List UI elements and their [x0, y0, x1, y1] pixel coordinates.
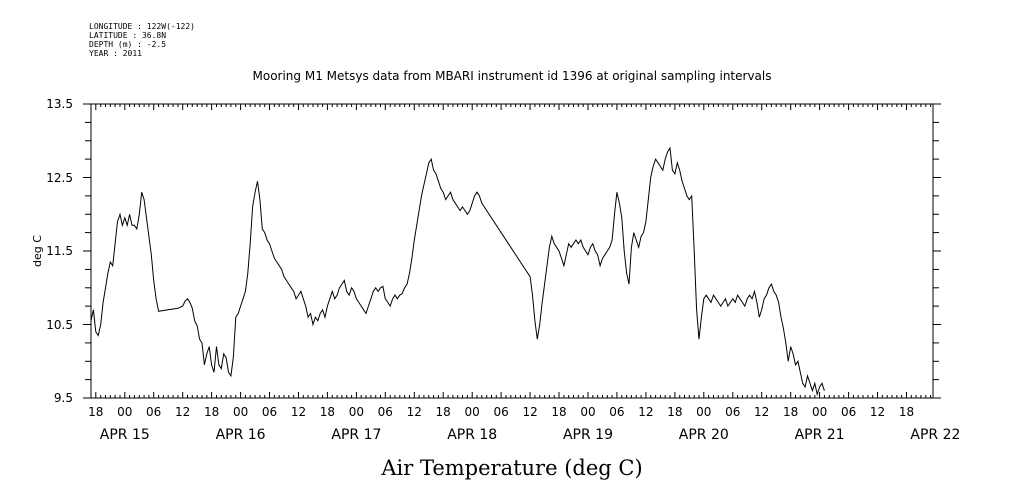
x-tick-label: 18	[667, 405, 682, 419]
x-tick-label: 12	[754, 405, 769, 419]
x-tick-label: 18	[436, 405, 451, 419]
day-label: APR 18	[447, 427, 497, 443]
x-tick-label: 18	[551, 405, 566, 419]
x-tick-label: 00	[233, 405, 248, 419]
x-tick-label: 18	[320, 405, 335, 419]
axis-ticks	[83, 103, 941, 399]
x-tick-label: 12	[407, 405, 422, 419]
x-tick-label: 06	[841, 405, 856, 419]
day-label: APR 22	[910, 427, 960, 443]
x-tick-label: 00	[349, 405, 364, 419]
day-label: APR 17	[331, 427, 381, 443]
day-label: APR 20	[679, 427, 729, 443]
x-tick-label: 00	[812, 405, 827, 419]
x-tick-label: 06	[378, 405, 393, 419]
day-label: APR 15	[100, 427, 150, 443]
x-tick-label: 18	[899, 405, 914, 419]
y-tick-labels: 9.5 10.5 11.5 12.5 13.5	[46, 97, 73, 405]
series-line	[90, 146, 825, 397]
x-axis-label: Air Temperature (deg C)	[380, 456, 642, 480]
y-axis-label: deg C	[31, 235, 44, 267]
chart-title: Mooring M1 Metsys data from MBARI instru…	[253, 69, 772, 83]
day-label: APR 21	[795, 427, 845, 443]
x-tick-label: 00	[580, 405, 595, 419]
day-labels: APR 15 APR 16 APR 17 APR 18 APR 19 APR 20 APR …	[100, 427, 961, 443]
day-label: APR 16	[216, 427, 266, 443]
y-tick-label: 12.5	[46, 171, 73, 185]
y-tick-label: 13.5	[46, 97, 73, 111]
x-tick-label: 00	[465, 405, 480, 419]
y-tick-label: 11.5	[46, 244, 73, 258]
x-tick-label: 06	[493, 405, 508, 419]
x-tick-label: 06	[146, 405, 161, 419]
x-tick-label: 18	[88, 405, 103, 419]
x-tick-label: 00	[696, 405, 711, 419]
x-tick-label: 00	[117, 405, 132, 419]
x-tick-labels: 18 00 06 12 18 00 06 12 18 00 06 12 18 00 06 12 18 00 06 12…	[88, 405, 914, 419]
x-tick-label: 06	[609, 405, 624, 419]
day-label: APR 19	[563, 427, 613, 443]
x-tick-label: 18	[204, 405, 219, 419]
x-tick-label: 06	[262, 405, 277, 419]
year-label: YEAR : 2011	[89, 49, 142, 58]
x-tick-label: 12	[175, 405, 190, 419]
depth-label: DEPTH (m) : -2.5	[89, 40, 166, 49]
x-tick-label: 12	[870, 405, 885, 419]
y-tick-label: 10.5	[46, 318, 73, 332]
x-tick-label: 12	[291, 405, 306, 419]
x-tick-label: 12	[522, 405, 537, 419]
x-tick-label: 12	[638, 405, 653, 419]
x-tick-label: 06	[725, 405, 740, 419]
x-tick-label: 18	[783, 405, 798, 419]
y-tick-label: 9.5	[54, 391, 73, 405]
latitude-label: LATITUDE : 36.8N	[89, 31, 166, 40]
longitude-label: LONGITUDE : 122W(-122)	[89, 22, 195, 31]
